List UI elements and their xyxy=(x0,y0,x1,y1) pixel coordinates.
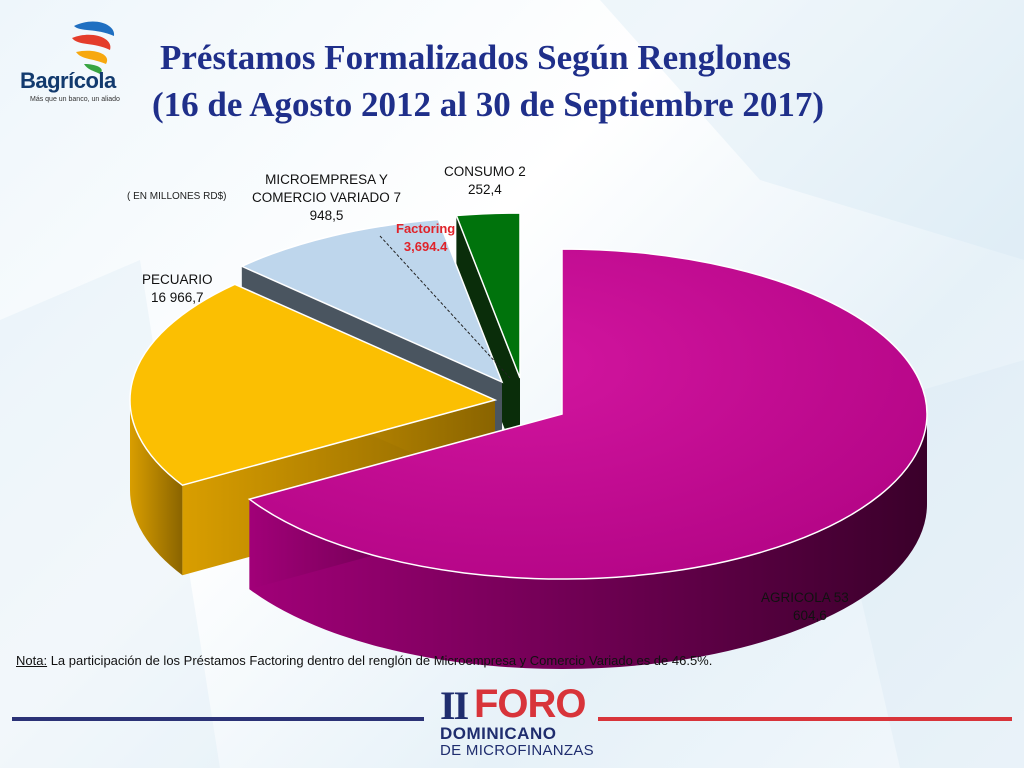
agricola-slice-wall-0 xyxy=(249,414,927,669)
agricola-label-line1: AGRICOLA 53 xyxy=(761,590,849,605)
pecuario-label-line1: PECUARIO xyxy=(142,272,213,287)
footnote-key: Nota: xyxy=(16,653,48,668)
consumo-label-line1: CONSUMO 2 xyxy=(444,164,526,179)
agricola-value: 604,6 xyxy=(793,608,827,623)
pecuario-value: 16 966,7 xyxy=(150,290,204,305)
footer-rule-left xyxy=(12,717,424,721)
consumo-value: 252,4 xyxy=(467,182,502,197)
foro-logo-line2: DOMINICANO xyxy=(440,724,557,743)
consumo-slice xyxy=(455,212,521,379)
microempresa-label-line1: MICROEMPRESA Y xyxy=(265,172,388,187)
pecuario-label: PECUARIO 16 966,7 xyxy=(142,271,213,307)
foro-logo-word: FORO xyxy=(474,682,587,726)
microempresa-value: 948,5 xyxy=(309,208,344,223)
factoring-annotation: Factoring 3,694.4 xyxy=(396,220,455,256)
footer-rule-right xyxy=(598,717,1012,721)
agricola-label: AGRICOLA 53 604,6 xyxy=(761,589,849,625)
bagricola-logo-tagline: Más que un banco, un aliado xyxy=(30,96,120,103)
microempresa-label: MICROEMPRESA Y COMERCIO VARIADO 7 948,5 xyxy=(252,171,401,225)
consumo-label: CONSUMO 2 252,4 xyxy=(444,163,526,199)
pecuario-slice xyxy=(129,283,498,487)
agricola-slice xyxy=(247,248,928,580)
footnote-text: La participación de los Préstamos Factor… xyxy=(47,653,713,668)
factoring-leader-line xyxy=(379,235,511,379)
consumo-slice-edge-0 xyxy=(456,215,520,468)
footnote: Nota: La participación de los Préstamos … xyxy=(16,653,712,668)
units-note: ( EN MILLONES RD$) xyxy=(127,191,227,202)
bagricola-logo-icon xyxy=(72,21,115,74)
microempresa-slice xyxy=(239,218,504,384)
pecuario-slice-wall-0 xyxy=(130,400,183,576)
foro-logo-line3: DE MICROFINANZAS xyxy=(440,742,594,759)
microempresa-label-line2: COMERCIO VARIADO 7 xyxy=(252,190,402,205)
foro-logo-ii: II xyxy=(440,683,469,728)
page-title: Préstamos Formalizados Según Renglones xyxy=(160,38,791,77)
factoring-value: 3,694.4 xyxy=(403,239,448,254)
factoring-label: Factoring xyxy=(396,221,456,236)
bagricola-logo-name: Bagrícola xyxy=(20,68,116,93)
page-subtitle: (16 de Agosto 2012 al 30 de Septiembre 2… xyxy=(152,85,825,124)
